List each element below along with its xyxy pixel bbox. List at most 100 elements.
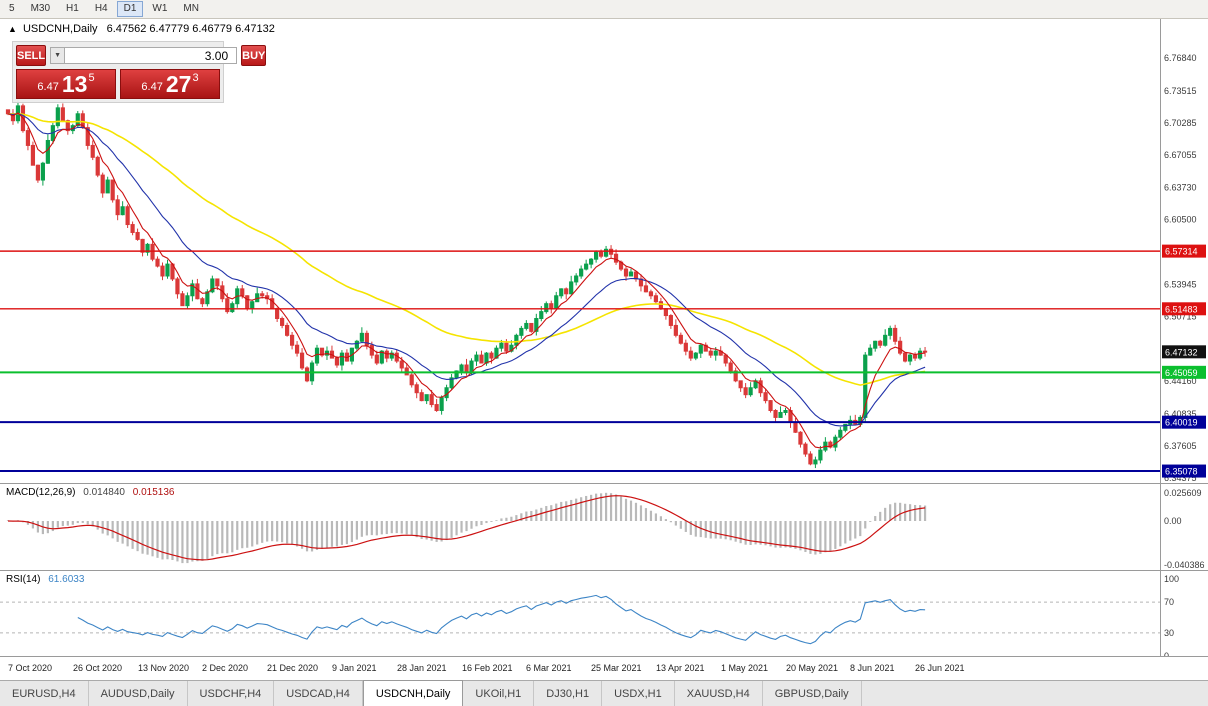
buy-button[interactable]: BUY: [241, 45, 267, 66]
svg-text:6.40019: 6.40019: [1165, 418, 1198, 428]
chart-tab-eurusd-h4[interactable]: EURUSD,H4: [0, 681, 89, 706]
rsi-scale-label: 70: [1164, 597, 1174, 607]
sell-button[interactable]: SELL: [16, 45, 47, 66]
rsi-value: 61.6033: [48, 574, 85, 585]
date-axis-label: 9 Jan 2021: [332, 663, 377, 673]
sell-price-box[interactable]: 6.47 13 5: [16, 69, 116, 99]
macd-signal-value: 0.015136: [132, 487, 175, 498]
rsi-canvas[interactable]: 100 70 30 0: [0, 571, 1208, 656]
macd-label: MACD(12,26,9) 0.014840 0.015136: [6, 487, 174, 498]
chart-tab-usdchf-h4[interactable]: USDCHF,H4: [187, 681, 275, 706]
date-axis-label: 13 Apr 2021: [656, 663, 705, 673]
price-level-badge: 6.47132: [1162, 345, 1206, 359]
date-axis-label: 28 Jan 2021: [397, 663, 447, 673]
chart-symbol: USDCNH,Daily: [22, 23, 98, 35]
ma-fast-line: [7, 112, 926, 449]
chart-tab-dj30-h1[interactable]: DJ30,H1: [534, 681, 603, 706]
macd-scale-label: -0.040386: [1164, 560, 1205, 570]
price-level-badge: 6.57314: [1162, 244, 1206, 258]
chart-tab-xauusd-h4[interactable]: XAUUSD,H4: [674, 681, 763, 706]
date-axis-label: 6 Mar 2021: [526, 663, 572, 673]
date-axis-label: 20 May 2021: [786, 663, 839, 673]
price-scale-label: 6.67055: [1164, 150, 1197, 160]
symbol-arrow-icon: ▲: [8, 24, 17, 34]
macd-scale-label: 0.00: [1164, 516, 1182, 526]
rsi-name: RSI(14): [6, 574, 41, 585]
rsi-line: [77, 594, 926, 645]
price-scale-label: 6.70285: [1164, 118, 1197, 128]
svg-text:6.57314: 6.57314: [1165, 247, 1198, 257]
macd-scale-label: 0.025609: [1164, 488, 1202, 498]
sell-price-sup: 5: [88, 72, 95, 84]
price-scale-label: 6.34375: [1164, 473, 1197, 483]
price-scale-label: 6.44160: [1164, 376, 1197, 386]
timeframe-button-h4[interactable]: H4: [94, 3, 108, 14]
svg-text:6.47132: 6.47132: [1165, 347, 1198, 357]
date-axis-label: 25 Mar 2021: [591, 663, 642, 673]
rsi-label: RSI(14) 61.6033: [6, 574, 84, 585]
chart-tab-usdx-h1[interactable]: USDX,H1: [602, 681, 675, 706]
timeframe-button-d1[interactable]: D1: [116, 1, 144, 17]
macd-value: 0.014840: [83, 487, 125, 498]
date-axis-label: 26 Jun 2021: [915, 663, 965, 673]
one-click-trade-widget: SELL ▼ BUY 6.47 13 5 6.47 27 3: [12, 41, 267, 103]
price-scale-label: 6.76840: [1164, 53, 1197, 63]
sell-price-big: 13: [61, 71, 88, 97]
timeframe-button-w1[interactable]: W1: [152, 3, 168, 14]
ma-medium-line: [7, 113, 926, 427]
rsi-scale-label: 0: [1164, 651, 1169, 656]
price-scale-label: 6.63730: [1164, 183, 1197, 193]
timeframe-button-h1[interactable]: H1: [66, 3, 79, 14]
rsi-scale-label: 30: [1164, 628, 1174, 638]
timeframe-button-m30[interactable]: M30: [30, 3, 51, 14]
candlesticks: [5, 100, 928, 469]
date-axis-label: 21 Dec 2020: [267, 663, 319, 673]
buy-price-big: 27: [165, 71, 192, 97]
price-level-badge: 6.45059: [1162, 365, 1206, 379]
chart-tabs-bar: EURUSD,H4 AUDUSD,Daily USDCHF,H4 USDCAD,H4 U…: [0, 680, 1208, 706]
timeframe-button-5[interactable]: 5: [9, 3, 15, 14]
buy-price-small: 6.47: [141, 81, 163, 93]
macd-name: MACD(12,26,9): [6, 487, 76, 498]
svg-text:6.45059: 6.45059: [1165, 368, 1198, 378]
price-scale-label: 6.40835: [1164, 409, 1197, 419]
price-scale-label: 6.53945: [1164, 279, 1197, 289]
sell-price-small: 6.47: [37, 81, 59, 93]
macd-canvas[interactable]: 0.025609 0.00 -0.040386: [0, 484, 1208, 570]
timeframe-button-mn[interactable]: MN: [183, 3, 199, 14]
price-scale-label: 6.73515: [1164, 86, 1197, 96]
macd-signal-line: [7, 495, 926, 561]
price-scale-label: 6.37605: [1164, 441, 1197, 451]
price-level-badge: 6.51483: [1162, 302, 1206, 316]
date-axis-label: 8 Jun 2021: [850, 663, 895, 673]
price-level-badge: 6.35078: [1162, 464, 1206, 478]
date-axis-label: 13 Nov 2020: [138, 663, 190, 673]
price-chart-panel: ▲ USDCNH,Daily 6.47562 6.47779 6.46779 6…: [0, 19, 1208, 483]
date-axis: 7 Oct 2020 26 Oct 2020 13 Nov 2020 2 Dec 20…: [0, 656, 1208, 680]
buy-price-sup: 3: [192, 72, 199, 84]
chart-tab-usdcad-h4[interactable]: USDCAD,H4: [274, 681, 363, 706]
rsi-scale-label: 100: [1164, 574, 1179, 584]
chart-tab-gbpusd-daily[interactable]: GBPUSD,Daily: [762, 681, 862, 706]
date-axis-label: 2 Dec 2020: [202, 663, 249, 673]
chart-tab-ukoil-h1[interactable]: UKOil,H1: [463, 681, 535, 706]
chart-title: ▲ USDCNH,Daily 6.47562 6.47779 6.46779 6…: [8, 23, 275, 35]
macd-panel: MACD(12,26,9) 0.014840 0.015136 0.025609…: [0, 483, 1208, 570]
date-axis-label: 26 Oct 2020: [73, 663, 123, 673]
svg-text:6.51483: 6.51483: [1165, 304, 1198, 314]
price-scale-label: 6.60500: [1164, 215, 1197, 225]
chart-tab-usdcnh-daily[interactable]: USDCNH,Daily: [362, 680, 464, 706]
price-level-badge: 6.40019: [1162, 415, 1206, 429]
date-axis-label: 16 Feb 2021: [462, 663, 513, 673]
date-axis-label: 1 May 2021: [721, 663, 769, 673]
volume-dropdown-icon[interactable]: ▼: [50, 47, 66, 64]
rsi-panel: RSI(14) 61.6033 100 70 30 0: [0, 570, 1208, 656]
svg-text:6.35078: 6.35078: [1165, 467, 1198, 477]
chart-ohlc-values: 6.47562 6.47779 6.46779 6.47132: [106, 23, 275, 35]
volume-input[interactable]: [65, 47, 238, 64]
buy-price-box[interactable]: 6.47 27 3: [120, 69, 220, 99]
chart-tab-audusd-daily[interactable]: AUDUSD,Daily: [88, 681, 188, 706]
date-axis-label: 7 Oct 2020: [8, 663, 53, 673]
macd-histogram: [6, 492, 927, 564]
price-chart-canvas[interactable]: 6.76840 6.73515 6.70285 6.67055 6.63730 6.605…: [0, 19, 1208, 483]
